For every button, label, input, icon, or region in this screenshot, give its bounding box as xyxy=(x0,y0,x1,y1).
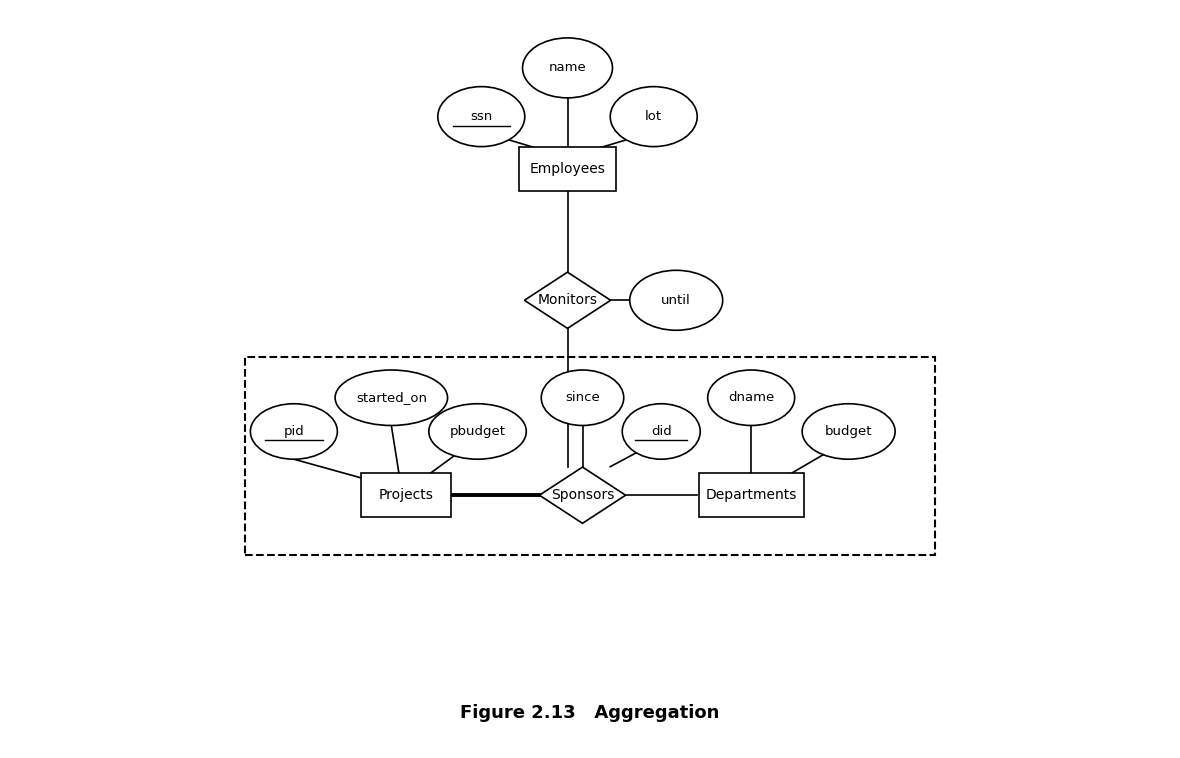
Text: budget: budget xyxy=(825,425,872,438)
Ellipse shape xyxy=(610,86,697,146)
Text: lot: lot xyxy=(645,110,662,123)
Ellipse shape xyxy=(523,38,612,98)
Text: Departments: Departments xyxy=(706,488,797,503)
Text: did: did xyxy=(651,425,671,438)
Text: Projects: Projects xyxy=(379,488,434,503)
Text: since: since xyxy=(565,391,599,404)
Text: ssn: ssn xyxy=(470,110,492,123)
Text: pbudget: pbudget xyxy=(450,425,505,438)
Ellipse shape xyxy=(335,370,447,425)
Text: Employees: Employees xyxy=(530,162,605,176)
Ellipse shape xyxy=(428,404,526,459)
Ellipse shape xyxy=(630,271,722,330)
Ellipse shape xyxy=(438,86,525,146)
Text: until: until xyxy=(661,294,691,307)
Ellipse shape xyxy=(250,404,337,459)
FancyBboxPatch shape xyxy=(699,474,804,517)
Text: pid: pid xyxy=(283,425,304,438)
Text: Monitors: Monitors xyxy=(538,293,597,307)
Text: dname: dname xyxy=(728,391,774,404)
Ellipse shape xyxy=(802,404,896,459)
Ellipse shape xyxy=(542,370,624,425)
Text: started_on: started_on xyxy=(356,391,427,404)
FancyBboxPatch shape xyxy=(519,147,616,191)
Text: name: name xyxy=(549,61,586,74)
Text: Figure 2.13   Aggregation: Figure 2.13 Aggregation xyxy=(460,703,720,722)
Ellipse shape xyxy=(708,370,794,425)
FancyBboxPatch shape xyxy=(361,474,451,517)
Ellipse shape xyxy=(622,404,700,459)
Text: Sponsors: Sponsors xyxy=(551,488,615,503)
